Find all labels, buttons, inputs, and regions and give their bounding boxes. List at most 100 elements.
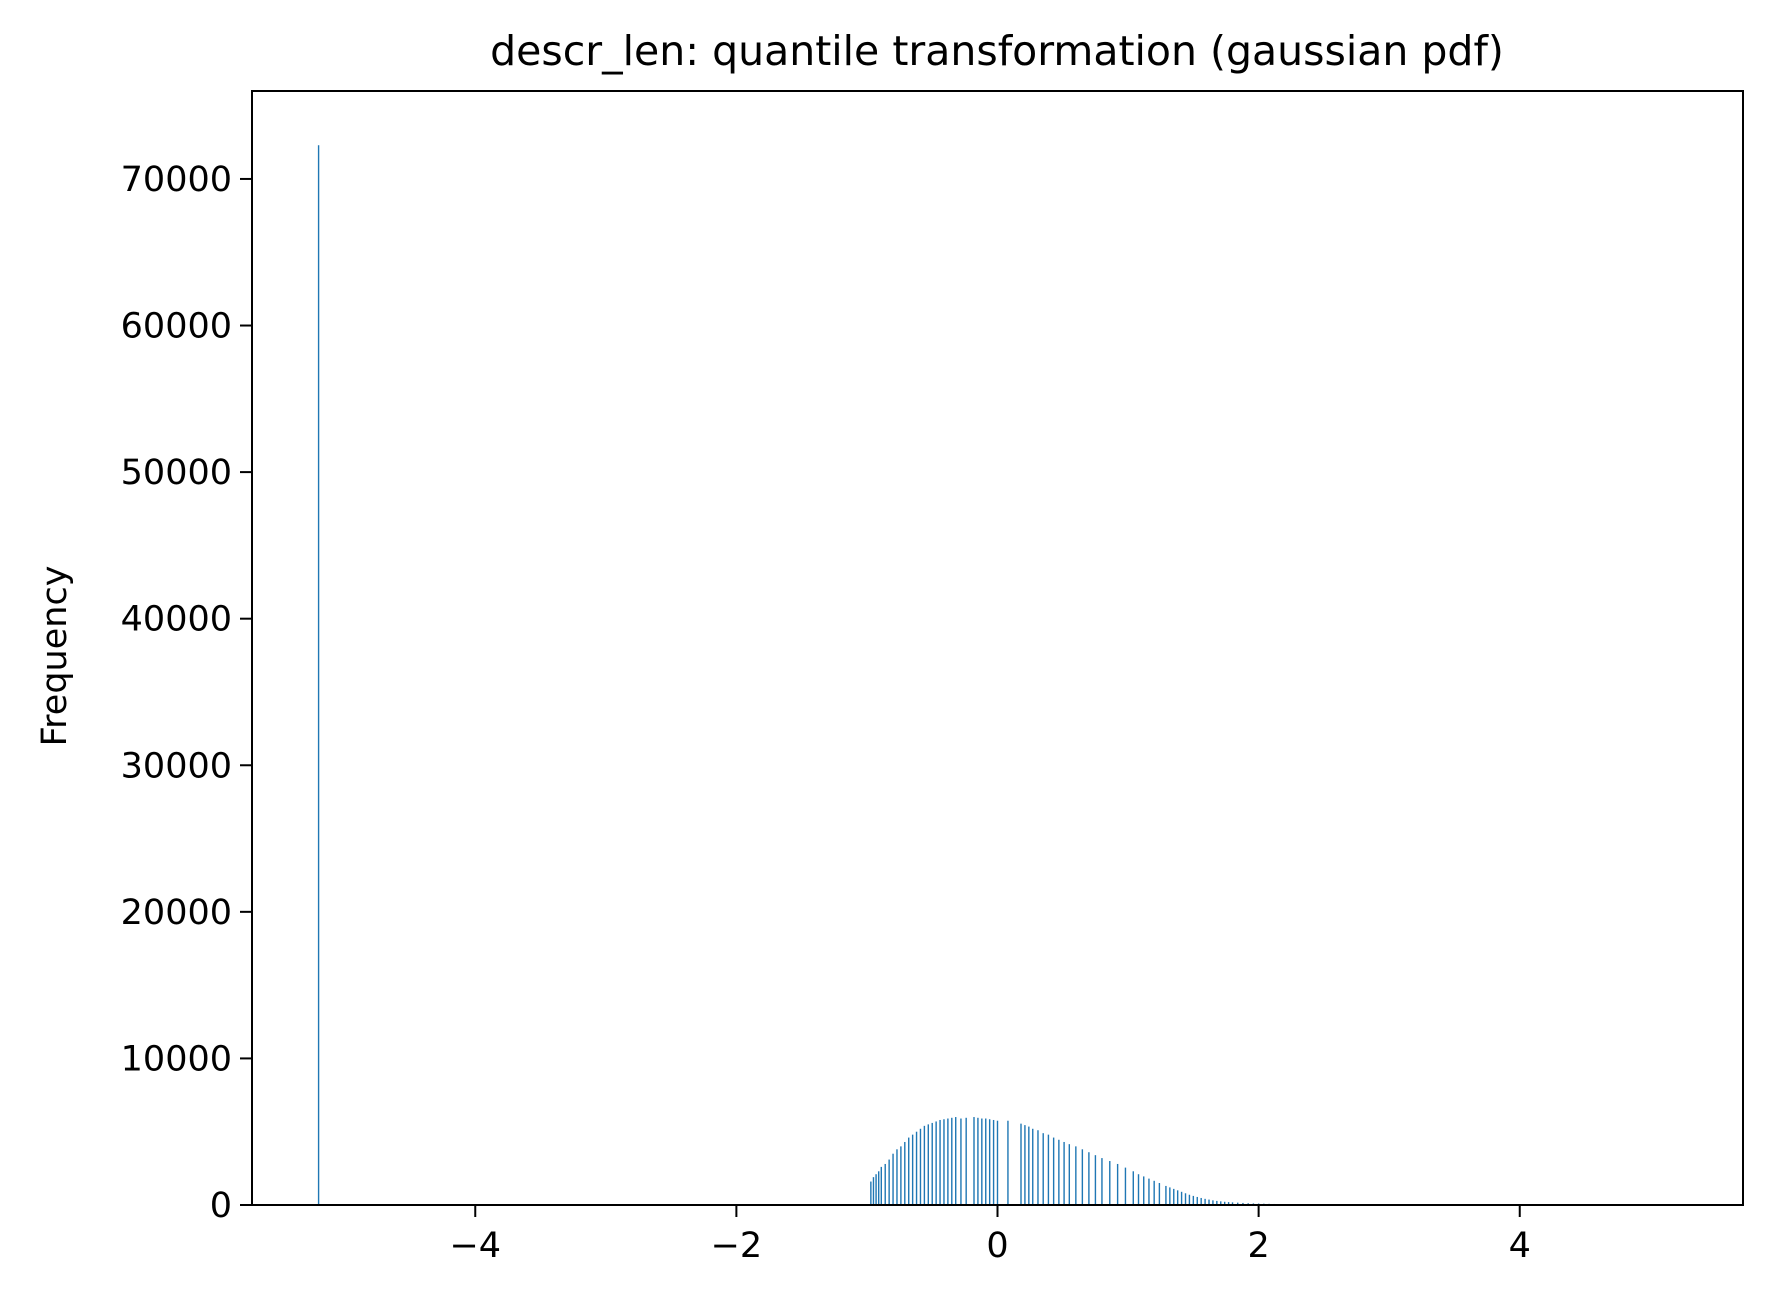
histogram-bar [988, 1119, 991, 1205]
histogram-bar [870, 1181, 872, 1205]
histogram-bar [1237, 1202, 1239, 1205]
histogram-bar [1192, 1195, 1195, 1205]
histogram-bar [951, 1117, 953, 1205]
histogram-bar [1148, 1178, 1150, 1205]
y-tick-label: 20000 [121, 893, 232, 933]
histogram-bar [911, 1134, 914, 1205]
histogram-bar [1158, 1183, 1161, 1205]
histogram-bar [985, 1118, 987, 1205]
histogram-bar [1124, 1167, 1127, 1205]
histogram-bar [1007, 1120, 1009, 1205]
x-tick-label: 2 [1247, 1226, 1269, 1266]
histogram-bar [960, 1118, 962, 1205]
histogram-bar [1208, 1199, 1210, 1205]
histogram-bars [317, 145, 1302, 1206]
histogram-bar [955, 1117, 957, 1205]
histogram-bar [935, 1121, 937, 1205]
histogram-bar [1024, 1125, 1026, 1205]
y-tick-label: 70000 [121, 160, 232, 200]
histogram-bar [1032, 1128, 1034, 1205]
histogram-bar [1216, 1200, 1218, 1205]
histogram-bar [317, 145, 320, 1206]
histogram-bar [1188, 1194, 1191, 1205]
histogram-bar [977, 1117, 979, 1205]
x-tick-label: 0 [986, 1226, 1008, 1266]
histogram-bar [973, 1117, 975, 1205]
histogram-bar [1042, 1133, 1044, 1205]
histogram-bar [900, 1146, 902, 1205]
y-tick-label: 10000 [121, 1039, 232, 1079]
histogram-bar [1242, 1202, 1244, 1205]
histogram-bar [1088, 1152, 1090, 1205]
histogram-bar [1220, 1201, 1222, 1205]
y-tick-label: 40000 [121, 600, 232, 640]
histogram-bar [1020, 1123, 1022, 1205]
histogram-bar [904, 1141, 906, 1205]
histogram-bar [996, 1120, 999, 1205]
histogram-bar [896, 1149, 898, 1205]
histogram-bar [888, 1159, 890, 1205]
histogram-bar [892, 1153, 894, 1205]
histogram-bar [1116, 1163, 1119, 1205]
histogram-bar [1058, 1139, 1060, 1205]
histogram-bar [1037, 1130, 1039, 1205]
histogram-bar [1094, 1155, 1097, 1205]
histogram-bar [1173, 1188, 1175, 1205]
histogram-bar [1101, 1158, 1103, 1205]
histogram-bar [1200, 1197, 1202, 1205]
histogram-bar [1176, 1190, 1179, 1205]
histogram-bar [939, 1119, 941, 1205]
histogram-bar [931, 1122, 933, 1205]
plot-background [252, 91, 1743, 1205]
histogram-bar [1231, 1202, 1234, 1205]
x-tick-label: −4 [449, 1226, 501, 1266]
x-tick-label: −2 [711, 1226, 763, 1266]
histogram-bar [947, 1118, 949, 1205]
histogram-bar [877, 1171, 880, 1205]
histogram-bar [1075, 1146, 1077, 1205]
histogram-bar [1047, 1134, 1050, 1205]
y-tick-label: 60000 [121, 307, 232, 347]
x-tick-label: 4 [1509, 1226, 1531, 1266]
histogram-bar [1227, 1202, 1230, 1205]
histogram-bar [927, 1124, 929, 1205]
plot-frame [251, 90, 1744, 1206]
histogram-bar [1180, 1191, 1183, 1205]
histogram-bar [923, 1125, 926, 1205]
histogram-bar [1063, 1141, 1065, 1205]
histogram-bar [875, 1174, 877, 1205]
x-axis-ticks: −4 −2 0 2 4 [449, 1205, 1531, 1266]
histogram-bar [943, 1119, 945, 1205]
y-axis-ticks: 0 10000 20000 30000 40000 50000 60000 70000 [121, 160, 252, 1226]
histogram-bar [1196, 1196, 1198, 1205]
histogram-bar [915, 1131, 918, 1205]
histogram-bar [1212, 1200, 1214, 1205]
histogram-bar [1184, 1193, 1187, 1205]
histogram-bar [1109, 1161, 1111, 1205]
histogram-bar [1169, 1187, 1171, 1205]
histogram-bar [1137, 1174, 1140, 1205]
histogram-bar [1132, 1171, 1134, 1205]
chart-title: descr_len: quantile transformation (gaus… [490, 27, 1504, 75]
histogram-bar [884, 1163, 886, 1205]
histogram-bar [1143, 1176, 1145, 1205]
histogram-bar [1052, 1137, 1055, 1205]
y-axis-label: Frequency [35, 566, 75, 747]
histogram-bar [1165, 1185, 1167, 1205]
histogram-bar [872, 1177, 875, 1205]
histogram-bar [1153, 1180, 1155, 1205]
histogram-bar [1028, 1126, 1030, 1205]
y-tick-label: 30000 [121, 746, 232, 786]
histogram-bar [981, 1118, 983, 1205]
histogram-bar [965, 1117, 967, 1205]
histogram-bar [880, 1166, 882, 1205]
histogram-bar [1223, 1201, 1226, 1205]
histogram-bar [908, 1137, 910, 1205]
histogram-bar [1204, 1198, 1206, 1205]
y-tick-label: 0 [210, 1186, 232, 1226]
histogram-bar [919, 1128, 922, 1205]
histogram-bar [992, 1119, 995, 1205]
y-tick-label: 50000 [121, 453, 232, 493]
histogram-bar [1068, 1144, 1071, 1205]
